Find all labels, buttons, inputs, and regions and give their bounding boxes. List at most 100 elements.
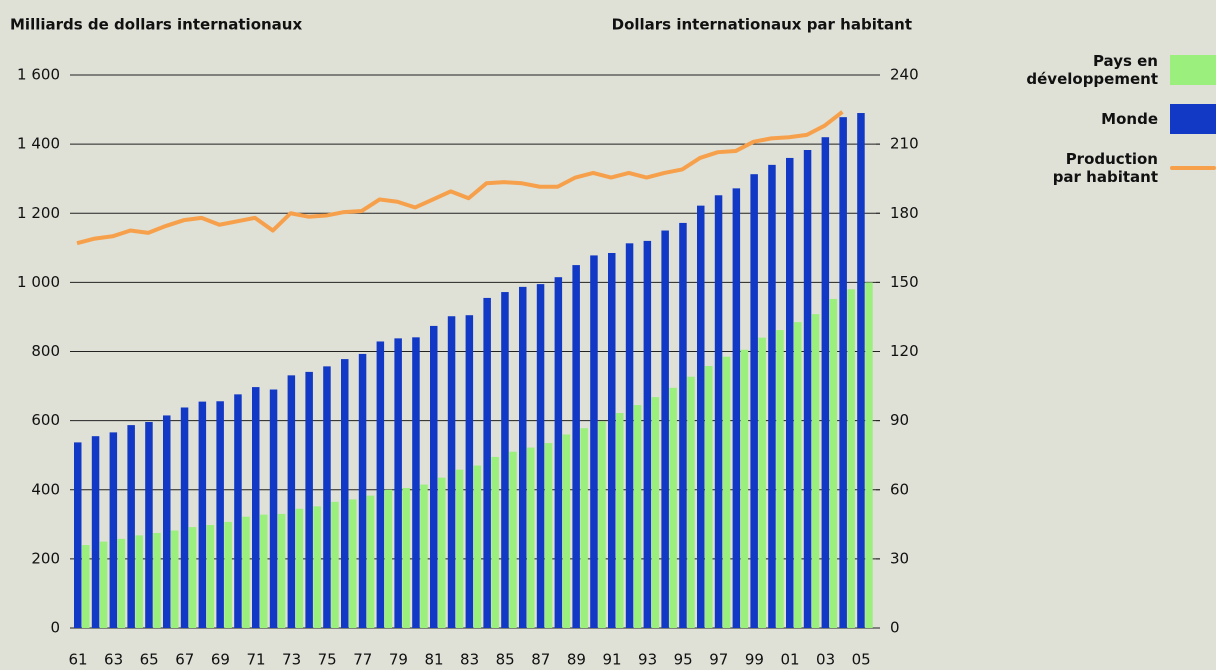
bar	[847, 289, 855, 628]
bar	[705, 366, 713, 628]
bar	[465, 315, 474, 628]
bar	[661, 230, 669, 628]
bar	[803, 150, 812, 629]
bar	[679, 222, 687, 629]
bar	[625, 243, 634, 628]
x-tick-label: 63	[104, 651, 123, 669]
bar	[135, 535, 143, 628]
x-tick-label: 93	[638, 651, 657, 669]
bar	[608, 252, 616, 628]
y2-tick-label: 60	[890, 480, 909, 498]
x-tick-label: 85	[496, 651, 515, 669]
bar	[590, 255, 598, 628]
bar	[544, 443, 553, 628]
bar	[580, 428, 588, 628]
bar	[358, 353, 367, 628]
bar	[420, 484, 428, 628]
x-tick-label: 05	[852, 651, 871, 669]
bar	[216, 401, 224, 628]
x-tick-label: 89	[567, 651, 586, 669]
bar	[598, 421, 606, 628]
bar	[865, 282, 873, 628]
legend-swatch	[1170, 166, 1216, 170]
bar	[697, 205, 705, 629]
bar	[331, 501, 339, 628]
bar	[669, 387, 677, 628]
x-tick-label: 77	[353, 651, 372, 669]
y2-tick-label: 0	[890, 619, 900, 637]
x-tick-label: 69	[211, 651, 230, 669]
bar	[188, 527, 197, 628]
legend-item: Production par habitant	[956, 150, 1216, 186]
y2-tick-label: 120	[890, 342, 919, 360]
bar	[527, 447, 535, 628]
x-tick-label: 79	[389, 651, 408, 669]
bar	[277, 513, 286, 628]
x-tick-label: 97	[709, 651, 728, 669]
bar	[91, 436, 100, 628]
bar	[722, 356, 731, 628]
legend-swatch	[1170, 104, 1216, 134]
bar	[109, 432, 118, 628]
x-tick-label: 73	[282, 651, 301, 669]
legend-item: Pays en développement	[956, 52, 1216, 88]
bar	[206, 525, 215, 628]
bar	[394, 338, 402, 628]
bar	[313, 506, 321, 628]
line	[76, 110, 844, 246]
bar	[252, 387, 260, 628]
y2-tick-label: 240	[890, 66, 919, 84]
bar	[341, 359, 349, 628]
bar	[74, 442, 82, 628]
y2-tick-label: 90	[890, 411, 909, 429]
bar	[234, 394, 242, 628]
x-tick-label: 03	[816, 651, 835, 669]
bar	[509, 451, 517, 628]
bar	[127, 425, 135, 628]
bar	[305, 371, 313, 628]
bar	[768, 164, 776, 629]
x-tick-label: 65	[140, 651, 159, 669]
bar	[153, 532, 161, 628]
x-tick-label: 95	[674, 651, 693, 669]
y2-tick-label: 180	[890, 204, 919, 222]
bar	[99, 541, 108, 628]
bar	[224, 521, 232, 628]
legend-item: Monde	[956, 104, 1216, 134]
bar	[839, 117, 847, 628]
bar	[786, 157, 794, 628]
x-tick-label: 01	[780, 651, 799, 669]
x-tick-label: 81	[424, 651, 443, 669]
y-tick-label: 800	[31, 342, 60, 360]
bar	[180, 407, 189, 628]
bar	[384, 489, 393, 628]
bar	[163, 415, 171, 628]
bar	[829, 298, 838, 628]
x-tick-label: 61	[68, 651, 87, 669]
bar	[643, 240, 652, 628]
bar	[447, 316, 456, 628]
y-tick-label: 200	[31, 549, 60, 567]
y-tick-label: 1 600	[17, 66, 60, 84]
y2-tick-label: 150	[890, 273, 919, 291]
bar	[821, 137, 830, 628]
bar	[651, 397, 660, 628]
x-tick-label: 75	[318, 651, 337, 669]
bar	[376, 341, 385, 628]
bar	[171, 530, 179, 628]
bar	[554, 277, 563, 628]
bar	[483, 297, 491, 628]
bar	[349, 499, 357, 628]
bar	[758, 337, 766, 628]
x-tick-label: 67	[175, 651, 194, 669]
bar	[323, 366, 331, 628]
bar	[455, 469, 464, 628]
legend: Pays en développement Monde Production par…	[956, 52, 1216, 202]
bar	[473, 465, 482, 628]
x-tick-label: 99	[745, 651, 764, 669]
bar	[536, 284, 545, 628]
bar	[776, 330, 784, 628]
bar	[491, 456, 499, 628]
